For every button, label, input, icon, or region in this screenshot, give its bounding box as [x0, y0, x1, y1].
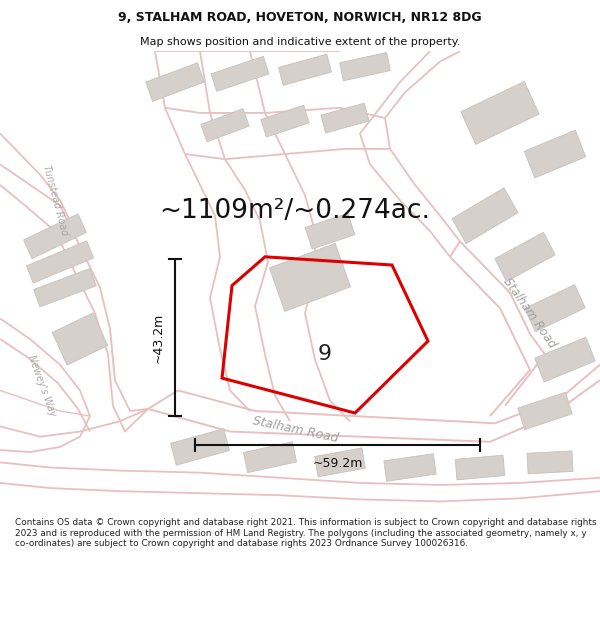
Polygon shape — [244, 442, 296, 472]
Polygon shape — [455, 455, 505, 480]
Text: ~1109m²/~0.274ac.: ~1109m²/~0.274ac. — [160, 198, 431, 224]
Text: Stalham Road: Stalham Road — [501, 276, 559, 351]
Polygon shape — [518, 392, 572, 429]
Polygon shape — [170, 429, 229, 465]
Polygon shape — [495, 232, 555, 281]
Polygon shape — [52, 313, 108, 365]
Text: Map shows position and indicative extent of the property.: Map shows position and indicative extent… — [140, 37, 460, 47]
Polygon shape — [26, 241, 94, 283]
Text: ~59.2m: ~59.2m — [313, 458, 362, 470]
Polygon shape — [527, 451, 573, 474]
Polygon shape — [384, 454, 436, 481]
Polygon shape — [452, 188, 518, 244]
Polygon shape — [314, 448, 365, 477]
Text: Newey's Way: Newey's Way — [26, 353, 58, 418]
Polygon shape — [269, 243, 350, 311]
Polygon shape — [525, 284, 585, 332]
Polygon shape — [201, 109, 249, 142]
Polygon shape — [524, 130, 586, 178]
Text: Contains OS data © Crown copyright and database right 2021. This information is : Contains OS data © Crown copyright and d… — [15, 518, 596, 548]
Text: 9, STALHAM ROAD, HOVETON, NORWICH, NR12 8DG: 9, STALHAM ROAD, HOVETON, NORWICH, NR12 … — [118, 11, 482, 24]
Polygon shape — [34, 268, 96, 307]
Polygon shape — [535, 337, 595, 382]
Polygon shape — [461, 81, 539, 144]
Polygon shape — [211, 56, 269, 91]
Polygon shape — [278, 54, 331, 86]
Polygon shape — [321, 103, 369, 133]
Polygon shape — [340, 52, 391, 81]
Polygon shape — [23, 214, 86, 259]
Polygon shape — [146, 62, 204, 101]
Text: Tunstead Road: Tunstead Road — [41, 164, 69, 237]
Text: ~43.2m: ~43.2m — [152, 312, 165, 362]
Text: 9: 9 — [318, 344, 332, 364]
Text: Stalham Road: Stalham Road — [251, 414, 339, 445]
Polygon shape — [305, 213, 355, 249]
Polygon shape — [261, 105, 309, 137]
